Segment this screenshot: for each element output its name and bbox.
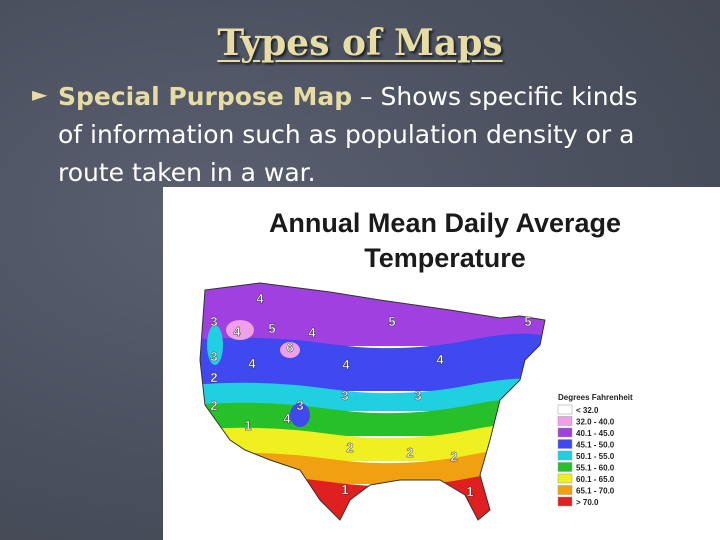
legend-label: 50.1 - 55.0 bbox=[576, 452, 615, 461]
zone-label: 1 bbox=[466, 484, 473, 499]
zone-label: 2 bbox=[346, 440, 353, 455]
zone-label: 4 bbox=[233, 324, 241, 339]
legend-label: 40.1 - 45.0 bbox=[576, 429, 615, 438]
zone-label: 3 bbox=[210, 314, 217, 329]
map-outline bbox=[199, 282, 546, 521]
zone-label: 4 bbox=[256, 291, 264, 306]
legend-swatch bbox=[557, 473, 573, 484]
temperature-band bbox=[200, 398, 545, 436]
legend-label: 60.1 - 65.0 bbox=[576, 475, 615, 484]
zone-label: 3 bbox=[296, 398, 303, 413]
zone-label: 5 bbox=[268, 321, 275, 336]
zone-label: 4 bbox=[342, 357, 350, 372]
zone-label: 5 bbox=[388, 314, 395, 329]
zone-label: 2 bbox=[210, 370, 217, 385]
temperature-band bbox=[200, 423, 545, 461]
bullet-text: Special Purpose Map – Shows specific kin… bbox=[58, 78, 658, 192]
temperature-patch bbox=[207, 325, 223, 365]
map-title: Temperature bbox=[364, 243, 526, 273]
map-title: Annual Mean Daily Average bbox=[269, 208, 621, 238]
zone-label: 3 bbox=[210, 349, 217, 364]
legend-swatch bbox=[557, 496, 573, 507]
legend-swatch bbox=[557, 450, 573, 461]
zone-label: 4 bbox=[248, 356, 256, 371]
legend-label: 32.0 - 40.0 bbox=[576, 418, 615, 427]
temperature-patch bbox=[290, 403, 310, 427]
legend-swatch bbox=[557, 416, 573, 426]
bullet-marker: ► bbox=[32, 82, 48, 106]
zone-label: 3 bbox=[341, 388, 348, 403]
legend-label: > 70.0 bbox=[576, 498, 599, 507]
bullet-body: – Shows specific kinds of information su… bbox=[58, 82, 638, 187]
zone-label: 4 bbox=[308, 325, 316, 340]
temperature-band bbox=[200, 378, 545, 411]
legend-label: 45.1 - 50.0 bbox=[576, 441, 615, 450]
zone-label: 2 bbox=[406, 445, 413, 460]
legend-box bbox=[550, 390, 710, 515]
map-image: Annual Mean Daily Average Temperature 4 4… bbox=[163, 187, 720, 540]
slide-title: Types of Maps bbox=[217, 22, 503, 64]
legend-label: 55.1 - 60.0 bbox=[576, 464, 615, 473]
zone-label: 6 bbox=[286, 340, 293, 355]
zone-label: 1 bbox=[244, 418, 251, 433]
zone-label: 4 bbox=[436, 352, 444, 367]
zone-label: 3 bbox=[414, 388, 421, 403]
legend-label: 65.1 - 70.0 bbox=[576, 487, 615, 496]
legend-swatch bbox=[557, 404, 573, 415]
legend-label: < 32.0 bbox=[576, 406, 599, 415]
zone-label: 5 bbox=[524, 314, 531, 329]
legend-swatch bbox=[557, 485, 573, 495]
zone-label: 4 bbox=[283, 411, 291, 426]
legend-swatch bbox=[557, 462, 573, 472]
legend-swatch bbox=[557, 427, 573, 438]
temperature-patch bbox=[280, 342, 300, 358]
temperature-patch bbox=[226, 320, 254, 340]
zone-label: 1 bbox=[341, 482, 348, 497]
bullet-term: Special Purpose Map bbox=[58, 82, 353, 111]
zone-label: 2 bbox=[210, 398, 217, 413]
zone-label: 2 bbox=[450, 449, 457, 464]
legend-title: Degrees Fahrenheit bbox=[558, 393, 633, 402]
legend-swatch bbox=[557, 439, 573, 449]
